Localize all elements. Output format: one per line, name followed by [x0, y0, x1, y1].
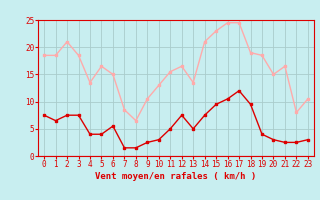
X-axis label: Vent moyen/en rafales ( km/h ): Vent moyen/en rafales ( km/h )	[95, 172, 257, 181]
